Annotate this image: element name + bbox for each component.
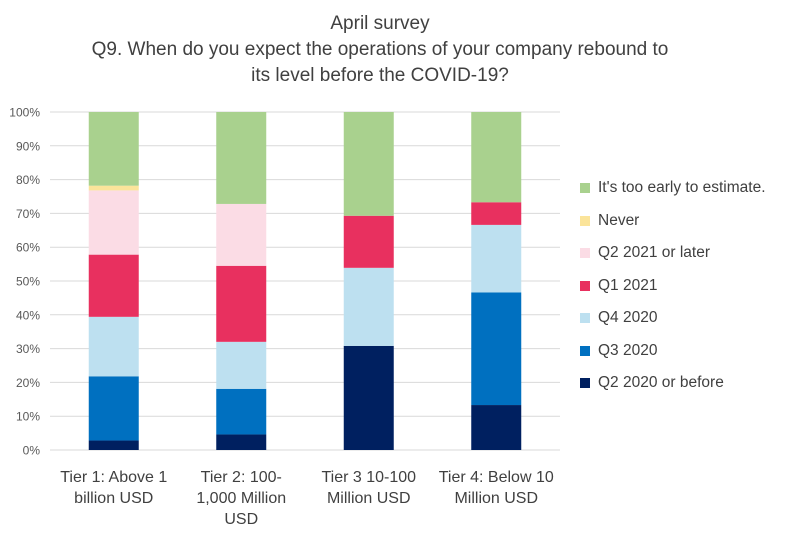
bar-segment [88, 254, 139, 317]
y-tick-label: 80% [16, 173, 40, 187]
y-tick-label: 100% [9, 106, 40, 120]
y-tick-label: 40% [16, 308, 40, 322]
bar-segment [471, 224, 522, 293]
chart-subtitle-line-1: Q9. When do you expect the operations of… [91, 39, 669, 60]
legend-item: Q2 2021 or later [580, 237, 766, 270]
x-tick-label: 1,000 Million [196, 490, 286, 507]
bar-segment [343, 345, 394, 450]
chart-subtitle-line-2: its level before the COVID-19? [251, 65, 509, 86]
legend-swatch [580, 313, 590, 324]
legend-item: Q4 2020 [580, 302, 766, 335]
bar-segment [216, 112, 267, 204]
chart-legend: It's too early to estimate. Never Q2 2021 … [580, 172, 766, 400]
bar-segment [88, 185, 139, 191]
y-tick-label: 20% [16, 376, 40, 390]
chart-title: April survey [330, 13, 430, 34]
y-tick-label: 50% [16, 275, 40, 289]
bar-segment [216, 203, 267, 266]
bar-segment [216, 265, 267, 342]
x-tick-label: Tier 2: 100- [201, 469, 282, 486]
bar-segment [471, 292, 522, 406]
legend-label: Q2 2021 or later [598, 244, 711, 262]
legend-label: Q3 2020 [598, 341, 658, 359]
legend-swatch [580, 183, 590, 194]
bar-segment [88, 112, 139, 186]
legend-swatch [580, 248, 590, 259]
legend-item: Never [580, 205, 766, 238]
legend-item: Q1 2021 [580, 270, 766, 303]
bar-segment [216, 388, 267, 435]
x-tick-label: billion USD [74, 490, 153, 507]
legend-swatch [580, 215, 590, 226]
y-tick-label: 0% [23, 444, 41, 458]
bar-segment [88, 440, 139, 450]
bar-segment [216, 434, 267, 450]
bar-segment [88, 190, 139, 255]
legend-item: Q2 2020 or before [580, 367, 766, 400]
bar-segment [471, 202, 522, 225]
x-tick-label: Million USD [454, 490, 538, 507]
x-tick-label: Tier 4: Below 10 [439, 469, 554, 486]
y-tick-label: 60% [16, 241, 40, 255]
bar-segment [343, 112, 394, 216]
legend-label: It's too early to estimate. [598, 179, 766, 197]
x-tick-label: USD [224, 511, 258, 528]
y-tick-label: 90% [16, 139, 40, 153]
bar-segment [88, 376, 139, 441]
legend-swatch [580, 280, 590, 291]
y-tick-label: 70% [16, 207, 40, 221]
legend-swatch [580, 345, 590, 356]
x-tick-label: Tier 1: Above 1 [60, 469, 167, 486]
legend-label: Q4 2020 [598, 309, 658, 327]
legend-item: Q3 2020 [580, 335, 766, 368]
x-tick-label: Million USD [327, 490, 411, 507]
bar-segment [471, 112, 522, 203]
legend-label: Q2 2020 or before [598, 374, 724, 392]
legend-item: It's too early to estimate. [580, 172, 766, 205]
bar-segment [88, 316, 139, 377]
legend-label: Never [598, 211, 640, 229]
bar-segment [471, 405, 522, 450]
bar-segment [216, 341, 267, 389]
bar-segment [343, 267, 394, 346]
y-tick-label: 30% [16, 342, 40, 356]
bar-segment [343, 215, 394, 268]
y-tick-label: 10% [16, 410, 40, 424]
x-tick-label: Tier 3 10-100 [321, 469, 416, 486]
legend-swatch [580, 378, 590, 389]
legend-label: Q1 2021 [598, 276, 658, 294]
